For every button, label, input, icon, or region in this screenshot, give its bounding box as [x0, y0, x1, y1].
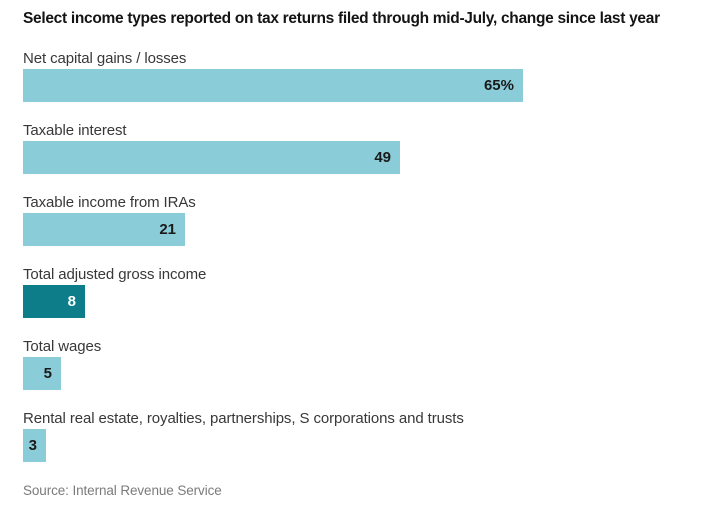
- bar-value-label: 21: [159, 221, 176, 238]
- bar-net-capital-gains: 65%: [23, 69, 523, 102]
- bar-taxable-interest: 49: [23, 141, 400, 174]
- chart-container: Select income types reported on tax retu…: [23, 10, 690, 498]
- category-label: Net capital gains / losses: [23, 50, 187, 67]
- bar-value-label: 49: [374, 149, 391, 166]
- bar-value-label: 3: [28, 437, 37, 454]
- bar-total-adjusted-gross-income: 8: [23, 285, 85, 318]
- bar-value-label: 5: [43, 365, 52, 382]
- chart-title: Select income types reported on tax retu…: [23, 10, 660, 27]
- category-label: Taxable income from IRAs: [23, 194, 196, 211]
- bar-chart: Net capital gains / losses 65% Taxable i…: [23, 50, 690, 462]
- source-note: Source: Internal Revenue Service: [23, 483, 222, 498]
- bar-group-rental-real-estate: Rental real estate, royalties, partnersh…: [23, 410, 690, 462]
- category-label: Total wages: [23, 338, 102, 355]
- bar-taxable-income-iras: 21: [23, 213, 185, 246]
- bar-group-total-adjusted-gross-income: Total adjusted gross income 8: [23, 266, 690, 318]
- category-label: Rental real estate, royalties, partnersh…: [23, 410, 464, 427]
- bar-rental-real-estate: 3: [23, 429, 46, 462]
- bar-value-label: 65%: [483, 77, 514, 94]
- bar-value-label: 8: [67, 293, 76, 310]
- bar-group-taxable-interest: Taxable interest 49: [23, 122, 690, 174]
- bar-group-taxable-income-iras: Taxable income from IRAs 21: [23, 194, 690, 246]
- category-label: Total adjusted gross income: [23, 266, 207, 283]
- bar-group-total-wages: Total wages 5: [23, 338, 690, 390]
- category-label: Taxable interest: [23, 122, 127, 139]
- bar-total-wages: 5: [23, 357, 61, 390]
- bar-group-net-capital-gains: Net capital gains / losses 65%: [23, 50, 690, 102]
